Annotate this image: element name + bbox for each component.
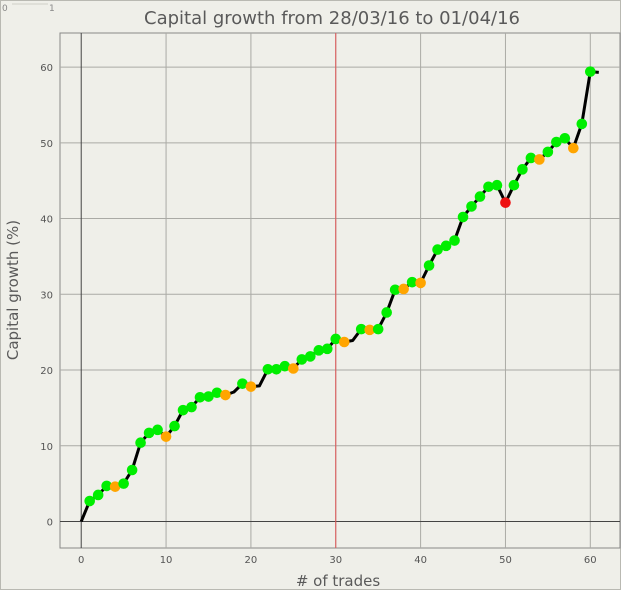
- data-point-gain: [330, 333, 342, 345]
- data-point-gain: [491, 179, 503, 191]
- data-point-gain: [525, 152, 537, 164]
- data-point-neutral: [568, 142, 579, 154]
- data-point-gain: [262, 363, 274, 375]
- y-tick-label: 0: [47, 517, 53, 528]
- x-tick-label: 50: [499, 555, 512, 566]
- data-point-gain: [169, 420, 180, 432]
- data-point-gain: [466, 201, 477, 212]
- data-point-gain: [457, 211, 469, 223]
- data-point-gain: [542, 146, 554, 158]
- y-tick-label: 30: [40, 290, 53, 301]
- y-axis-label: Capital growth (%): [4, 220, 22, 360]
- y-tick-label: 50: [40, 139, 53, 150]
- data-point-gain: [186, 401, 197, 413]
- data-point-gain: [237, 378, 248, 389]
- x-tick-label: 0: [78, 555, 84, 566]
- data-point-gain: [440, 240, 452, 252]
- data-point-neutral: [338, 336, 350, 348]
- data-point-gain: [152, 424, 163, 436]
- plot-area: [59, 32, 621, 549]
- axes: [60, 33, 620, 548]
- data-point-neutral: [364, 324, 375, 336]
- data-point-neutral: [220, 389, 231, 401]
- data-point-gain: [517, 164, 528, 175]
- data-point-neutral: [534, 154, 545, 165]
- y-tick-labels: 0 10 20 30 40 50 60: [40, 63, 53, 528]
- data-point-gain: [389, 284, 401, 296]
- x-tick-label: 20: [245, 555, 258, 566]
- data-point-gain: [203, 391, 214, 402]
- data-point-neutral: [160, 431, 172, 442]
- data-point-gain: [355, 323, 367, 335]
- data-point-neutral: [109, 481, 121, 492]
- data-point-gain: [92, 489, 104, 501]
- data-point-gain: [508, 179, 520, 191]
- data-point-gain: [118, 478, 129, 489]
- data-point-gain: [194, 391, 206, 403]
- data-point-gain: [296, 354, 308, 365]
- y-tick-label: 10: [40, 442, 53, 453]
- data-point-gain: [483, 181, 494, 193]
- corner-tick-left: 0: [2, 4, 8, 14]
- data-point-loss: [500, 197, 511, 208]
- data-point-gain: [279, 360, 291, 372]
- data-point-gain: [126, 464, 138, 476]
- x-tick-label: 40: [414, 555, 427, 566]
- data-point-gain: [432, 244, 443, 255]
- y-tick-label: 40: [40, 215, 53, 226]
- x-tick-labels: 0 10 20 30 40 50 60: [78, 555, 597, 566]
- data-point-gain: [449, 235, 460, 246]
- data-point-gain: [177, 404, 189, 416]
- data-point-gain: [372, 323, 384, 335]
- data-point-gain: [143, 427, 155, 439]
- data-point-gain: [211, 387, 223, 399]
- data-point-gain: [576, 118, 588, 130]
- data-point-neutral: [415, 277, 426, 289]
- y-tick-label: 20: [40, 366, 53, 377]
- data-point-gain: [559, 132, 571, 144]
- y-tick-label: 60: [40, 63, 53, 74]
- data-point-gain: [313, 345, 325, 356]
- data-point-gain: [101, 480, 112, 492]
- data-point-gain: [271, 363, 282, 375]
- data-point-gain: [84, 495, 95, 507]
- x-axis-label: # of trades: [296, 572, 381, 590]
- x-tick-label: 10: [160, 555, 173, 566]
- x-tick-label: 60: [584, 555, 597, 566]
- data-point-gain: [474, 191, 486, 202]
- data-point-gain: [585, 66, 596, 77]
- corner-tick-right: 1: [49, 4, 55, 14]
- data-point-gain: [423, 260, 435, 271]
- series-points: [84, 66, 596, 507]
- data-point-gain: [381, 307, 392, 318]
- data-point-neutral: [288, 363, 299, 374]
- data-point-neutral: [398, 283, 409, 295]
- data-point-gain: [305, 351, 316, 362]
- data-point-gain: [321, 343, 333, 355]
- data-point-gain: [406, 276, 418, 288]
- chart-title: Capital growth from 28/03/16 to 01/04/16: [144, 8, 520, 29]
- data-point-gain: [135, 437, 146, 449]
- x-tick-label: 30: [329, 555, 342, 566]
- data-point-gain: [551, 136, 562, 148]
- data-point-neutral: [245, 381, 257, 392]
